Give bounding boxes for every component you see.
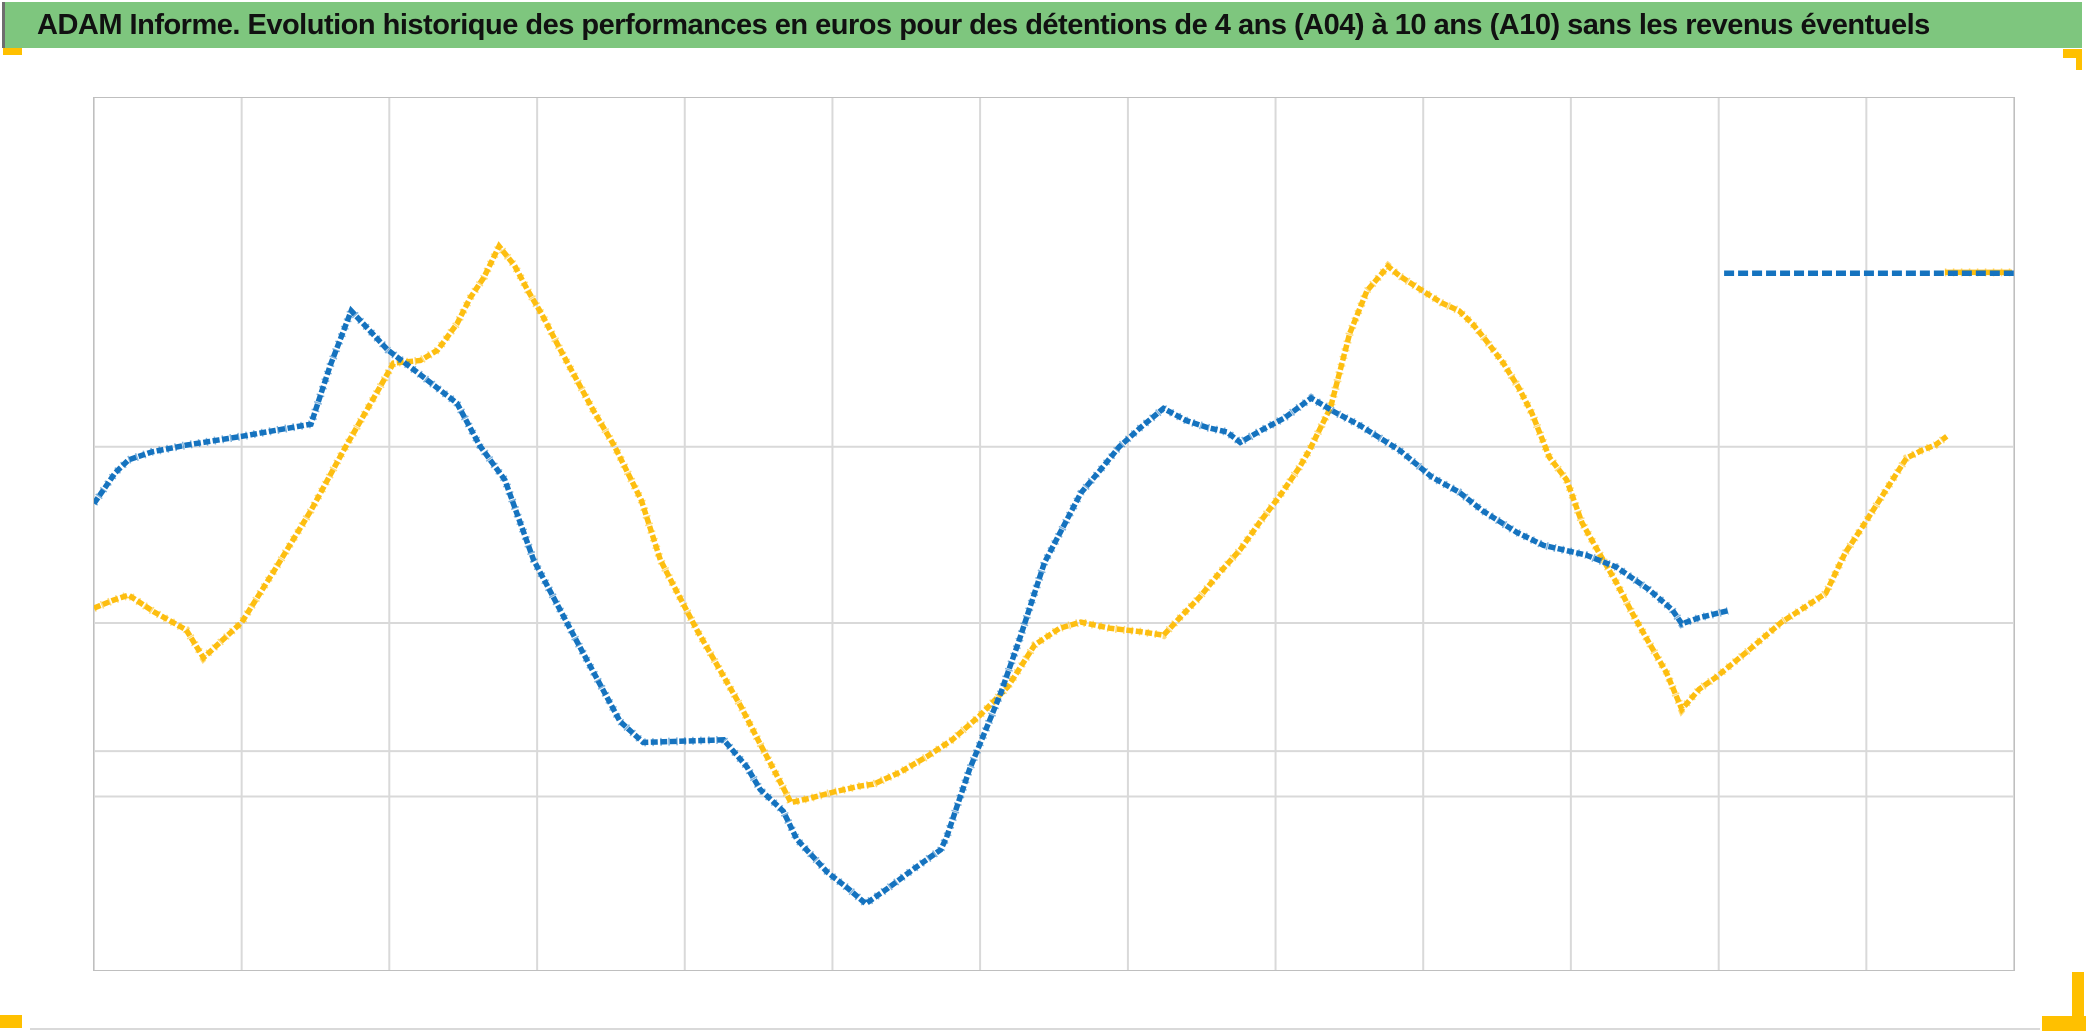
window-bottom-edge: [30, 1028, 2040, 1030]
gold-series-a04-a10-: [94, 241, 1949, 806]
corner-marker-top-right-h: [2063, 49, 2082, 58]
corner-marker-top-left: [3, 48, 22, 55]
title-banner: ADAM Informe. Evolution historique des p…: [2, 2, 2082, 48]
blue-series-a04-a10-: [94, 305, 1729, 908]
corner-marker-top-right-v: [2076, 49, 2082, 70]
window-left-edge: [2, 2, 5, 48]
page-title: ADAM Informe. Evolution historique des p…: [37, 8, 1930, 41]
corner-marker-bottom-left: [0, 1015, 22, 1028]
marker-texture: [94, 303, 1729, 909]
chart-plot-area[interactable]: [93, 97, 2015, 971]
corner-marker-bottom-right-h: [2042, 1016, 2086, 1031]
performance-line-chart: [94, 98, 2014, 970]
